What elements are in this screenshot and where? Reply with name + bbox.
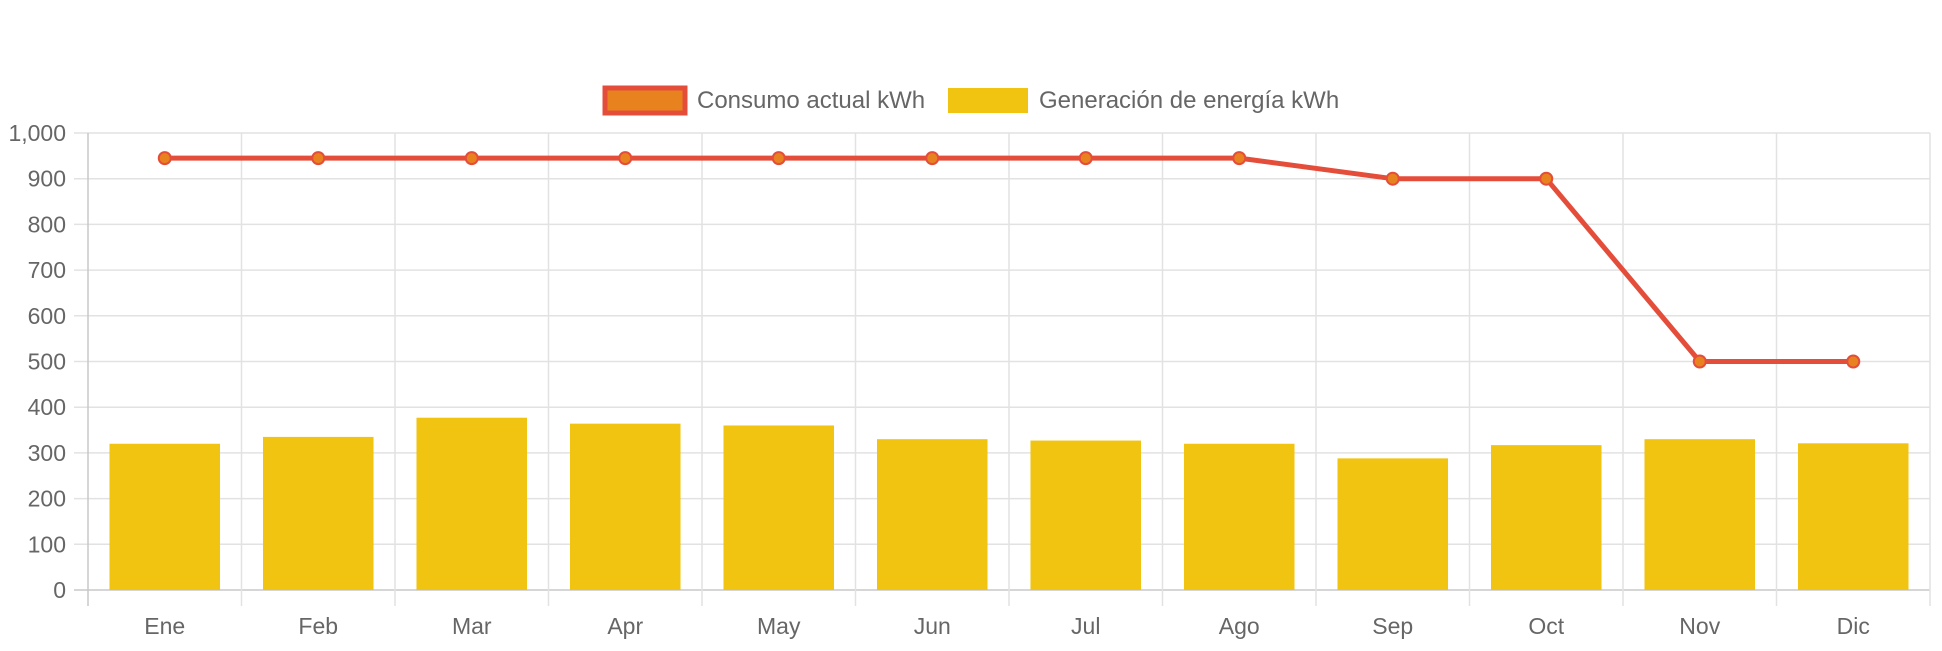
- bar-series-generacion: [109, 417, 1909, 590]
- line-point-ago: [1232, 151, 1247, 166]
- bar-sep: [1337, 458, 1449, 590]
- x-tick-label: Jul: [1071, 613, 1100, 639]
- line-point-jun: [925, 151, 940, 166]
- x-tick-label: Ago: [1219, 613, 1260, 639]
- y-tick-label: 800: [28, 211, 66, 237]
- bar-jul: [1030, 440, 1142, 590]
- legend-swatch-consumo: [602, 85, 688, 116]
- y-tick-label: 600: [28, 303, 66, 329]
- x-tick-label: Jun: [914, 613, 951, 639]
- line-point-nov: [1692, 354, 1707, 369]
- x-tick-label: Mar: [452, 613, 492, 639]
- y-tick-label: 400: [28, 394, 66, 420]
- y-tick-label: 300: [28, 440, 66, 466]
- bar-ago: [1183, 443, 1295, 590]
- line-point-sep: [1385, 171, 1400, 186]
- y-tick-label: 1,000: [8, 120, 66, 146]
- x-tick-label: Oct: [1528, 613, 1564, 639]
- bar-mar: [416, 417, 528, 590]
- line-path-consumo: [164, 155, 1854, 364]
- y-axis: 0 100 200 300 400 500 600 700 800 900 1,000: [8, 120, 66, 603]
- bar-feb: [262, 436, 374, 590]
- line-point-ene: [157, 151, 172, 166]
- legend-swatch-generacion: [948, 88, 1028, 113]
- x-tick-label: Dic: [1837, 613, 1870, 639]
- y-tick-label: 900: [28, 166, 66, 192]
- x-tick-label: Sep: [1372, 613, 1413, 639]
- x-tick-label: Nov: [1679, 613, 1720, 639]
- line-point-dic: [1846, 354, 1861, 369]
- line-point-apr: [618, 151, 633, 166]
- line-point-feb: [311, 151, 326, 166]
- line-series-consumo: [157, 151, 1861, 369]
- bar-nov: [1644, 439, 1756, 590]
- legend: Consumo actual kWh Generación de energía…: [602, 85, 1339, 116]
- y-tick-label: 700: [28, 257, 66, 283]
- line-point-may: [771, 151, 786, 166]
- bar-oct: [1490, 445, 1602, 590]
- line-point-mar: [464, 151, 479, 166]
- line-point-jul: [1078, 151, 1093, 166]
- bar-jun: [876, 439, 988, 590]
- y-tick-label: 200: [28, 486, 66, 512]
- x-tick-label: Ene: [144, 613, 185, 639]
- bar-may: [723, 425, 835, 590]
- bar-ene: [109, 443, 221, 590]
- x-axis: Ene Feb Mar Apr May Jun Jul Ago Sep Oct Nov Dic: [144, 613, 1870, 639]
- x-tick-label: Feb: [298, 613, 338, 639]
- bar-apr: [569, 423, 681, 590]
- line-point-oct: [1539, 171, 1554, 186]
- legend-label-generacion: Generación de energía kWh: [1039, 87, 1339, 114]
- y-tick-label: 0: [53, 577, 66, 603]
- y-tick-label: 500: [28, 349, 66, 375]
- grid: [74, 132, 1931, 606]
- x-tick-label: Apr: [607, 613, 643, 639]
- legend-label-consumo: Consumo actual kWh: [697, 87, 925, 114]
- x-tick-label: May: [757, 613, 801, 639]
- bar-dic: [1797, 443, 1909, 590]
- y-tick-label: 100: [28, 531, 66, 557]
